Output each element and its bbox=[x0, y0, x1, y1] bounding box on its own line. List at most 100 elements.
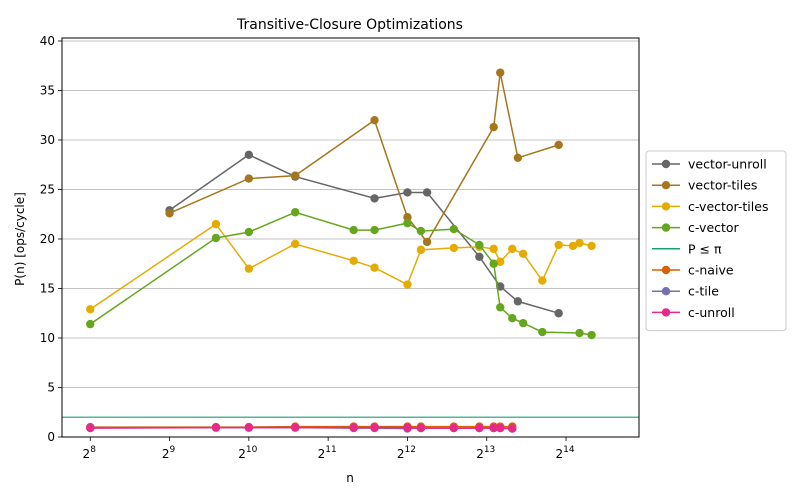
legend-label: c-vector-tiles bbox=[688, 199, 768, 214]
y-tick-label: 25 bbox=[40, 182, 55, 196]
data-point bbox=[496, 68, 505, 77]
data-point bbox=[575, 328, 584, 338]
data-point bbox=[416, 245, 426, 255]
data-point bbox=[244, 264, 254, 273]
legend-item: vector-tiles bbox=[652, 178, 757, 193]
data-point bbox=[475, 240, 484, 250]
y-tick-label: 40 bbox=[40, 34, 55, 48]
data-point bbox=[538, 327, 547, 337]
data-point bbox=[86, 319, 95, 329]
x-tick-label: 213 bbox=[476, 445, 495, 461]
data-point bbox=[518, 318, 528, 328]
data-point bbox=[475, 252, 484, 262]
data-point bbox=[508, 244, 517, 254]
legend-label: c-tile bbox=[688, 284, 719, 299]
data-point bbox=[349, 423, 358, 432]
data-point bbox=[449, 224, 459, 234]
data-point bbox=[291, 423, 300, 432]
data-point bbox=[475, 423, 484, 433]
data-point bbox=[370, 263, 379, 272]
data-point bbox=[416, 423, 426, 433]
data-point bbox=[496, 303, 505, 312]
data-point bbox=[165, 209, 174, 218]
data-point bbox=[370, 225, 379, 235]
legend-label: c-unroll bbox=[688, 305, 735, 320]
data-point bbox=[422, 188, 432, 197]
data-point bbox=[211, 219, 221, 229]
data-point bbox=[513, 297, 523, 306]
data-point bbox=[416, 226, 426, 236]
data-point bbox=[508, 313, 517, 323]
x-tick-label: 214 bbox=[555, 445, 574, 461]
x-tick-label: 210 bbox=[238, 445, 257, 461]
data-point bbox=[403, 280, 412, 289]
legend-marker bbox=[661, 223, 671, 232]
data-point bbox=[587, 241, 596, 251]
data-point bbox=[211, 423, 221, 432]
data-point bbox=[370, 115, 379, 125]
legend-marker bbox=[661, 181, 671, 190]
legend-item: c-vector-tiles bbox=[652, 199, 768, 214]
series-line bbox=[169, 72, 559, 244]
x-axis-label: n bbox=[346, 471, 354, 485]
data-point bbox=[489, 423, 498, 433]
legend-marker bbox=[661, 265, 671, 275]
legend-marker bbox=[661, 287, 671, 296]
data-point bbox=[489, 244, 498, 254]
series-c-vector-tiles bbox=[86, 219, 596, 314]
data-point bbox=[349, 256, 358, 265]
series-line bbox=[90, 426, 513, 430]
legend-marker bbox=[661, 308, 671, 317]
data-point bbox=[244, 227, 254, 237]
legend-item: P ≤ π bbox=[652, 241, 722, 256]
plot-frame bbox=[61, 37, 640, 438]
data-point bbox=[403, 423, 412, 432]
y-tick-label: 10 bbox=[40, 331, 55, 345]
data-point bbox=[568, 241, 578, 251]
data-point bbox=[554, 309, 563, 318]
legend-item: c-vector bbox=[652, 220, 740, 235]
legend-item: vector-unroll bbox=[652, 157, 767, 172]
axes: 0 5 10 15 20 25 30 35 40 28 29 210 211 212 213 214 bbox=[40, 34, 640, 461]
x-tick-label: 29 bbox=[162, 445, 176, 461]
y-tick-label: 30 bbox=[40, 133, 55, 147]
legend-label: vector-unroll bbox=[688, 157, 767, 172]
series-vector-tiles bbox=[165, 68, 563, 247]
data-point bbox=[349, 225, 358, 235]
y-tick-label: 0 bbox=[47, 430, 55, 444]
legend-item: c-unroll bbox=[652, 305, 735, 320]
data-point bbox=[86, 305, 95, 314]
data-point bbox=[496, 423, 505, 433]
data-point bbox=[86, 423, 95, 433]
y-tick-label: 20 bbox=[40, 232, 55, 246]
data-point bbox=[554, 140, 563, 150]
data-point bbox=[518, 249, 528, 259]
series-layer bbox=[62, 68, 639, 433]
data-point bbox=[211, 233, 221, 243]
data-point bbox=[489, 259, 498, 268]
series-c-vector bbox=[86, 208, 596, 340]
data-point bbox=[449, 243, 459, 253]
data-point bbox=[291, 208, 300, 217]
legend-item: c-tile bbox=[652, 284, 719, 299]
data-point bbox=[575, 238, 584, 248]
data-point bbox=[489, 122, 498, 132]
data-point bbox=[449, 423, 459, 433]
x-tick-label: 28 bbox=[83, 445, 97, 461]
series-line bbox=[169, 153, 559, 314]
y-tick-label: 5 bbox=[47, 380, 55, 394]
data-point bbox=[244, 423, 254, 432]
x-tick-label: 211 bbox=[318, 445, 337, 461]
data-point bbox=[244, 174, 254, 183]
legend-item: c-naive bbox=[652, 263, 734, 278]
data-point bbox=[403, 218, 412, 228]
legend-label: c-vector bbox=[688, 220, 740, 235]
legend-marker bbox=[661, 202, 671, 211]
data-point bbox=[587, 330, 596, 340]
chart-title: Transitive-Closure Optimizations bbox=[236, 17, 463, 33]
series-c-unroll bbox=[86, 423, 517, 433]
y-tick-label: 35 bbox=[40, 83, 55, 97]
data-point bbox=[244, 150, 254, 160]
data-point bbox=[513, 153, 523, 162]
grid-lines bbox=[62, 40, 639, 438]
